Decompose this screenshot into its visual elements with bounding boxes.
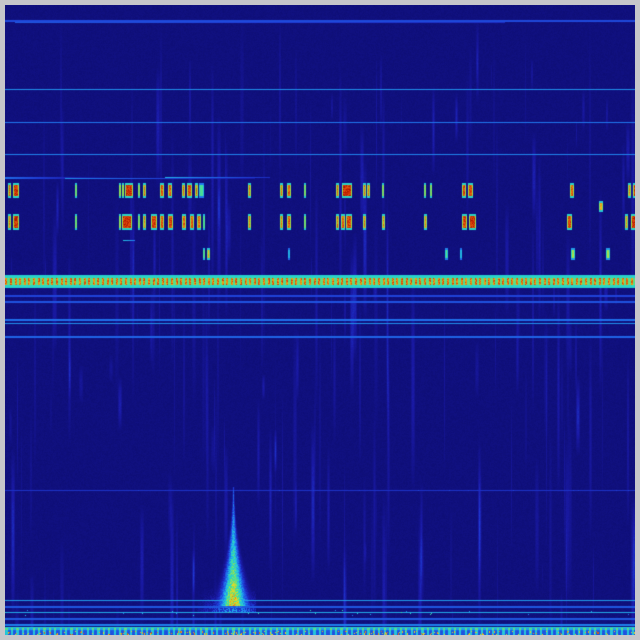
spectrogram-render-surface[interactable] (5, 5, 635, 635)
spectrogram-frame-right (635, 0, 640, 640)
waterfall-spectrogram-canvas[interactable] (5, 5, 635, 635)
spectrogram-frame-bottom (0, 635, 640, 640)
